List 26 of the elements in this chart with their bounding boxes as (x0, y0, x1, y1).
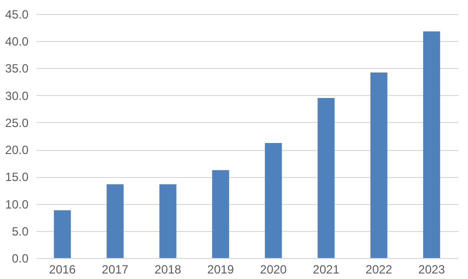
y-tick-label: 30.0 (5, 88, 29, 103)
x-tick-label: 2018 (154, 262, 182, 276)
x-tick-label: 2021 (312, 262, 340, 276)
x-tick-label: 2020 (260, 262, 288, 276)
bar (264, 143, 282, 258)
x-tick-label: 2019 (207, 262, 234, 276)
bar (212, 170, 230, 258)
y-tick-label: 25.0 (5, 116, 29, 130)
y-tick-label: 15.0 (5, 170, 29, 184)
y-tick-label: 45.0 (5, 8, 29, 22)
bar (370, 72, 388, 258)
bar (54, 210, 71, 258)
y-tick-label: 0.0 (12, 252, 29, 266)
y-tick-label: 5.0 (12, 224, 29, 238)
x-tick-label: 2022 (366, 262, 393, 276)
bar (318, 98, 335, 258)
y-tick-label: 20.0 (5, 143, 29, 158)
x-tick-label: 2017 (102, 262, 129, 276)
y-tick-label: 35.0 (5, 62, 29, 76)
y-tick-label: 10.0 (5, 197, 29, 212)
bar (159, 184, 176, 258)
bar (423, 31, 440, 258)
x-tick-label: 2016 (49, 262, 76, 276)
y-tick-label: 40.0 (5, 34, 29, 49)
x-tick-label: 2023 (418, 262, 446, 276)
bar (106, 184, 124, 258)
